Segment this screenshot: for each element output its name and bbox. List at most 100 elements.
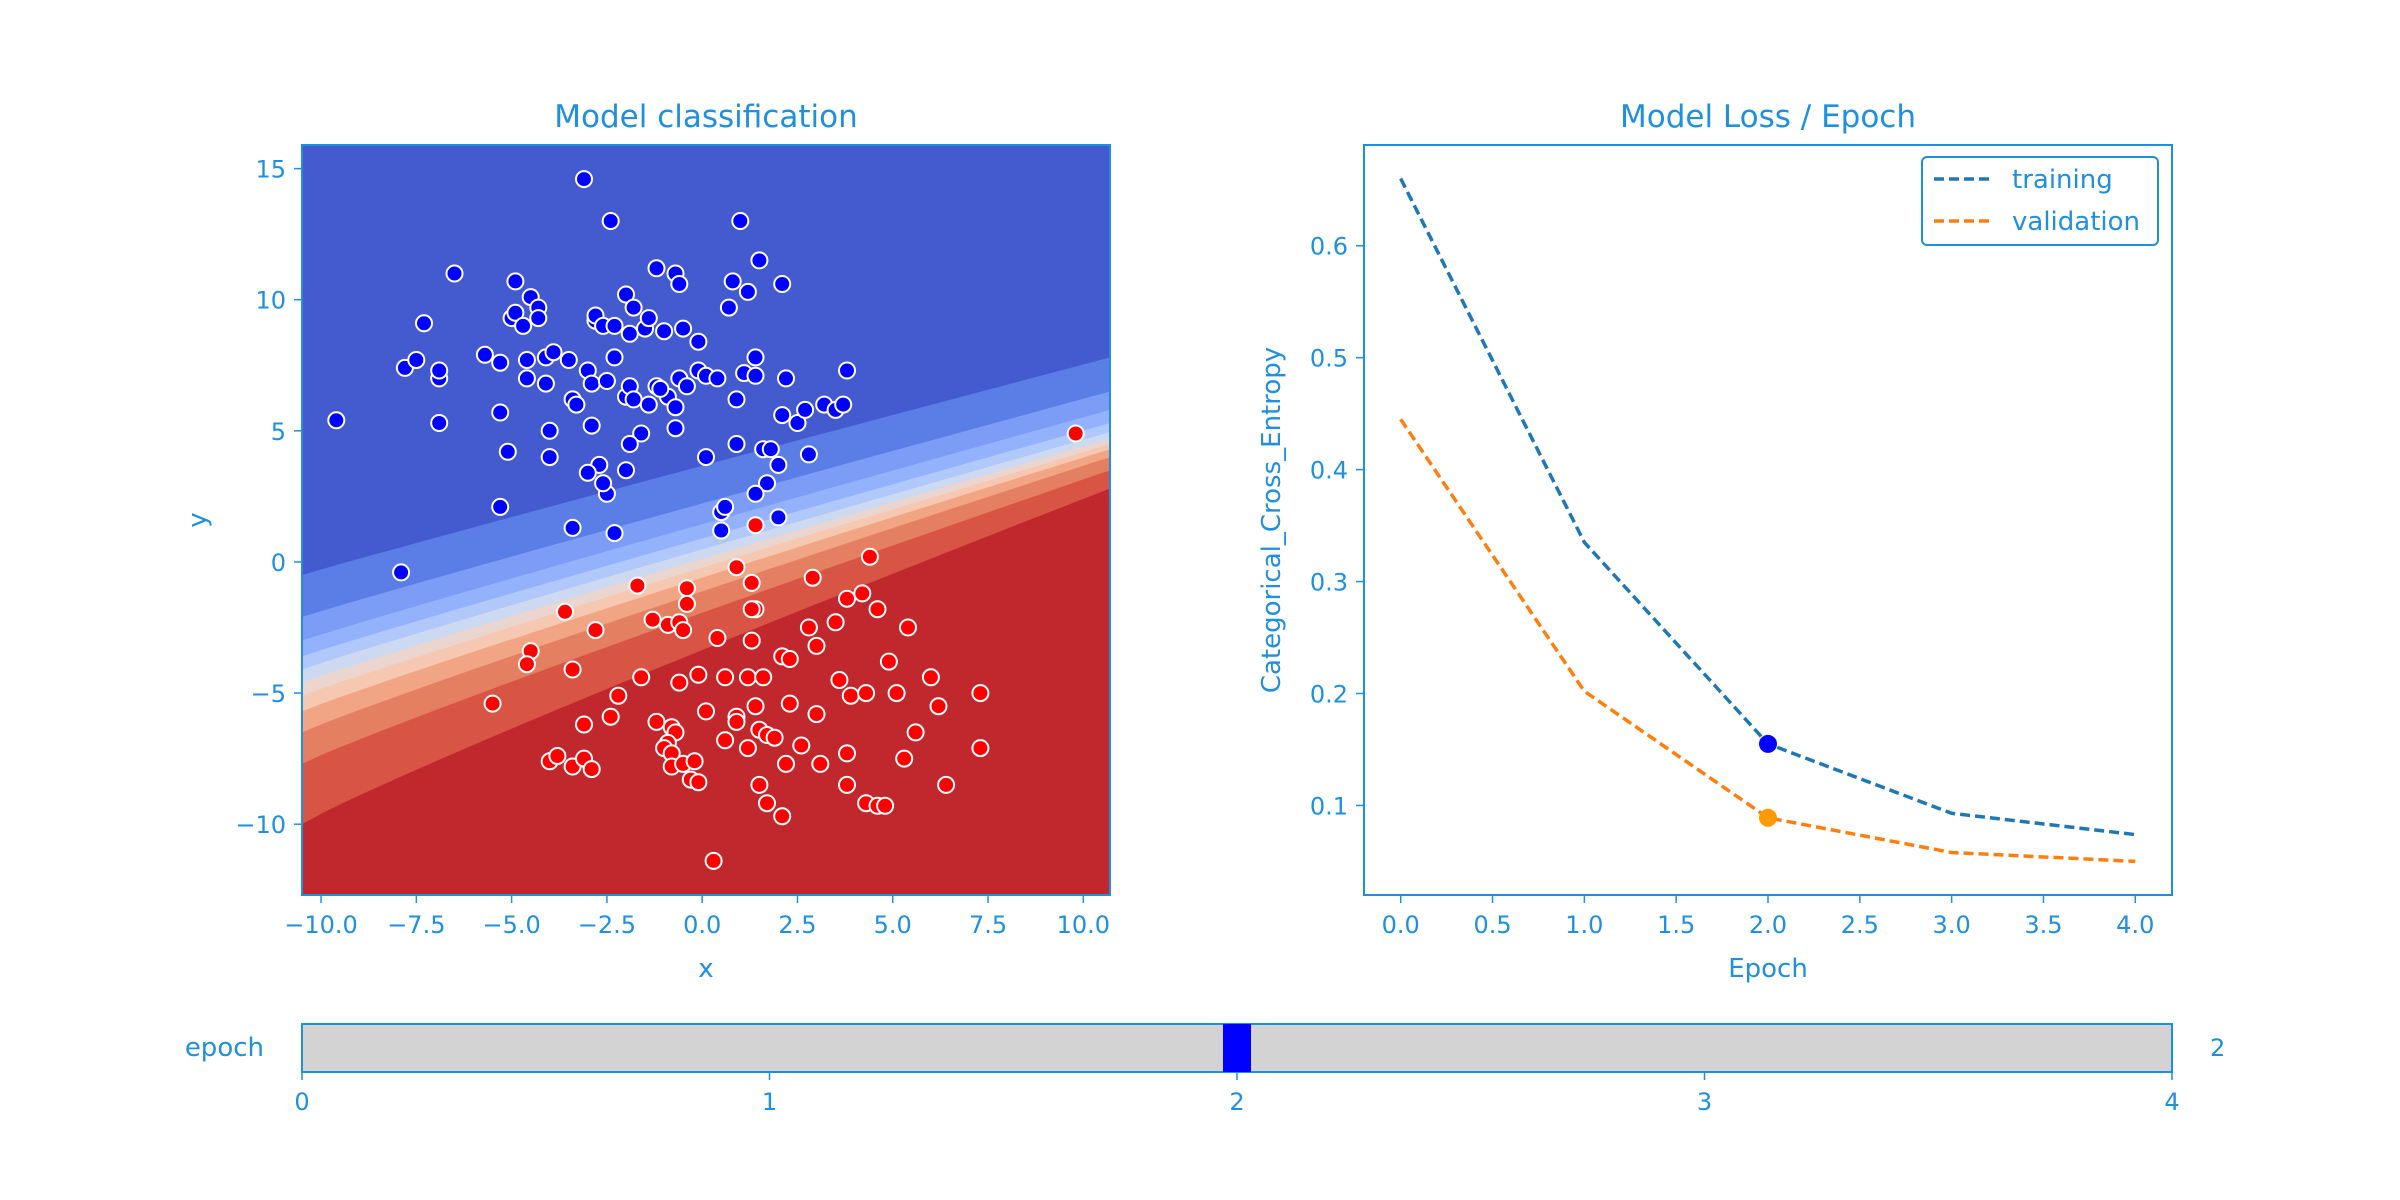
x-tick-label: 4.0 <box>2116 911 2154 939</box>
x-tick-label: 7.5 <box>969 911 1007 939</box>
red-class-point <box>582 760 601 779</box>
y-tick-label: 0.4 <box>1310 457 1348 485</box>
loss-y-ticks: 0.1 0.2 0.3 0.4 0.5 0.6 <box>1310 233 1364 820</box>
x-tick-label: −10.0 <box>284 911 358 939</box>
blue-class-point <box>540 421 559 440</box>
x-tick-label: 3.0 <box>1933 911 1971 939</box>
blue-class-point <box>445 264 464 283</box>
blue-class-point <box>647 259 666 278</box>
loss-x-ticks: 0.0 0.5 1.0 1.5 2.0 2.5 3.0 3.5 4.0 <box>1382 895 2154 939</box>
red-class-point <box>746 516 765 535</box>
blue-class-point <box>620 435 639 453</box>
blue-class-point <box>430 361 449 380</box>
training-epoch-marker <box>1759 734 1777 753</box>
red-class-point <box>689 773 708 792</box>
blue-class-point <box>563 518 582 537</box>
blue-class-point <box>788 414 807 432</box>
x-tick-label: −5.0 <box>482 911 540 939</box>
blue-class-point <box>617 461 635 480</box>
red-class-point <box>670 673 689 692</box>
slider-tick-label: 4 <box>2164 1088 2179 1116</box>
blue-class-point <box>544 343 563 362</box>
blue-class-point <box>491 353 510 372</box>
blue-class-point <box>514 316 533 335</box>
red-class-point <box>811 754 830 773</box>
blue-class-point <box>746 366 765 385</box>
red-class-point <box>742 573 761 592</box>
red-class-point <box>628 576 647 595</box>
slider-handle[interactable] <box>1223 1024 1251 1072</box>
red-class-point <box>826 613 845 632</box>
loss-legend: training validation <box>1921 156 2159 246</box>
red-class-point <box>758 794 776 813</box>
red-class-point <box>899 618 917 637</box>
blue-class-point <box>597 372 616 390</box>
loss-chart: 0.0 0.5 1.0 1.5 2.0 2.5 3.0 3.5 4.0 0.1 0.2 0.3 0.4… <box>1257 99 2173 984</box>
x-tick-label: 10.0 <box>1057 911 1110 939</box>
y-tick-label: −5 <box>251 680 286 708</box>
red-class-point <box>601 707 620 726</box>
slider-tick-label: 2 <box>1229 1088 1244 1116</box>
blue-class-point <box>506 303 525 322</box>
red-class-point <box>548 747 567 765</box>
blue-class-point <box>567 395 586 414</box>
red-class-point <box>677 594 696 613</box>
loss-title: Model Loss / Epoch <box>1620 99 1916 135</box>
red-class-point <box>853 584 872 603</box>
slider-tick-label: 1 <box>762 1088 777 1116</box>
red-class-point <box>860 547 879 566</box>
x-tick-label: 3.5 <box>2024 911 2062 939</box>
red-class-point <box>750 775 769 794</box>
blue-class-point <box>582 416 601 435</box>
red-class-point <box>921 668 940 687</box>
decision-contour <box>302 145 1110 895</box>
classification-x-ticks: −10.0 −7.5 −5.0 −2.5 0.0 2.5 5.0 7.5 10.0 <box>284 895 1110 939</box>
blue-class-point <box>491 403 510 422</box>
red-class-point <box>704 851 723 870</box>
blue-class-point <box>605 348 624 367</box>
red-class-point <box>609 686 628 705</box>
red-class-point <box>738 668 757 687</box>
validation-epoch-marker <box>1759 808 1777 827</box>
blue-class-point <box>617 285 635 304</box>
epoch-slider[interactable]: epoch 2 0 1 2 3 4 <box>185 1023 2225 1116</box>
classification-plot-frame <box>301 144 1111 896</box>
blue-class-point <box>594 474 613 493</box>
loss-lines <box>1399 177 2136 864</box>
red-class-point <box>895 749 914 768</box>
y-tick-label: 0 <box>271 549 286 577</box>
blue-class-point <box>536 374 555 393</box>
slider-value: 2 <box>2210 1034 2225 1062</box>
x-tick-label: −7.5 <box>387 911 445 939</box>
red-class-point <box>727 558 746 577</box>
classification-y-label: y <box>183 512 213 527</box>
x-tick-label: 2.5 <box>1841 911 1879 939</box>
red-class-point <box>803 568 822 587</box>
blue-class-point <box>697 448 715 467</box>
red-class-point <box>697 702 715 721</box>
red-class-point <box>780 650 799 668</box>
blue-class-point <box>415 314 433 333</box>
x-tick-label: 5.0 <box>874 911 912 939</box>
x-tick-label: 0.0 <box>1382 911 1420 939</box>
red-class-point <box>857 684 876 703</box>
y-tick-label: 0.5 <box>1310 345 1348 373</box>
red-class-point <box>483 694 502 713</box>
red-class-point <box>799 618 818 637</box>
red-class-point <box>807 636 826 655</box>
y-tick-label: 0.3 <box>1310 569 1348 597</box>
blue-class-point <box>773 406 792 425</box>
legend-validation-label: validation <box>2012 207 2140 237</box>
blue-class-point <box>750 251 769 270</box>
red-class-point <box>792 736 811 755</box>
red-class-point <box>780 694 799 713</box>
blue-class-point <box>777 369 795 388</box>
loss-plot-frame <box>1363 144 2173 896</box>
blue-class-point <box>677 377 696 396</box>
legend-training-label: training <box>2012 165 2113 195</box>
blue-class-point <box>712 521 731 540</box>
red-class-point <box>838 589 856 608</box>
red-class-point <box>632 668 651 687</box>
red-class-point <box>685 752 704 771</box>
red-class-point <box>643 610 662 629</box>
